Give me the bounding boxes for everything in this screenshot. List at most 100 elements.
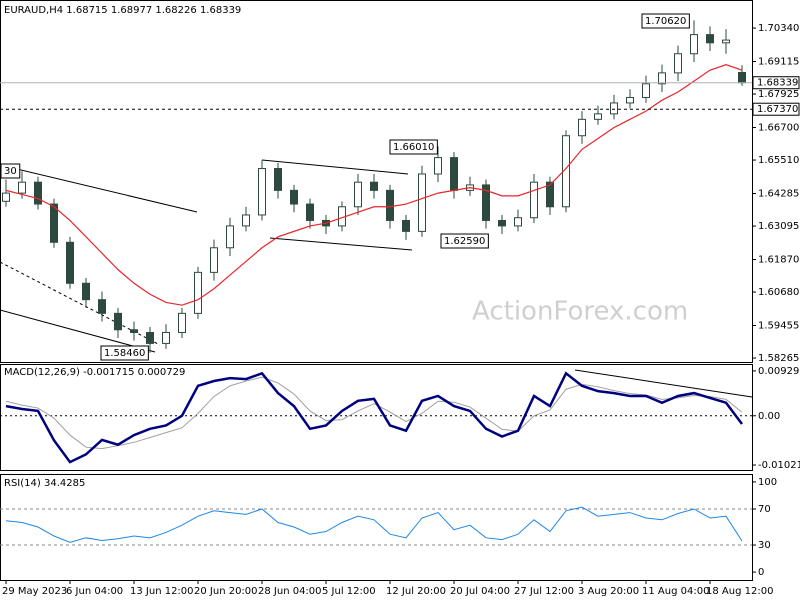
macd-panel <box>0 364 753 471</box>
y-tick-label: 100 <box>758 477 777 488</box>
candle-body <box>2 192 10 202</box>
symbol: EURAUD,H4 <box>4 5 63 16</box>
x-tick-label: 12 Jul 20:00 <box>386 586 446 597</box>
candle-body <box>610 102 618 115</box>
watermark: ActionForex.com <box>472 297 688 327</box>
price-header: EURAUD,H4 1.68715 1.68977 1.68226 1.6833… <box>4 5 241 16</box>
candle-body <box>306 203 314 221</box>
x-tick-label: 18 Aug 12:00 <box>706 586 773 597</box>
candle-body <box>402 219 410 232</box>
annotation-box <box>0 163 21 179</box>
x-tick-label: 6 Jun 04:00 <box>66 586 123 597</box>
price-annotation: 1.62590 <box>444 236 485 247</box>
rsi-header: RSI(14) 34.4285 <box>4 478 85 489</box>
price-panel <box>0 0 753 363</box>
rsi-value: 34.4285 <box>44 478 85 489</box>
x-tick-label: 29 May 2023 <box>2 586 67 597</box>
candle-body <box>674 53 682 74</box>
candle-body <box>626 96 634 104</box>
macd-line <box>5 376 743 450</box>
rsi-title: RSI(14) <box>4 478 41 489</box>
trendline <box>269 237 413 251</box>
candle-body <box>194 271 202 314</box>
level-label: 1.67370 <box>757 104 798 115</box>
price-annotation: 1.58460 <box>104 348 145 359</box>
macd-title: MACD(12,26,9) <box>4 367 80 378</box>
moving-average <box>5 64 743 306</box>
y-tick-label: 1.64285 <box>758 189 799 200</box>
x-tick-label: 20 Jun 20:00 <box>194 586 258 597</box>
candle-body <box>178 312 186 333</box>
candle-body <box>690 34 698 55</box>
signal-value: 0.000729 <box>138 367 186 378</box>
ohlc-low: 1.68226 <box>155 5 196 16</box>
candle-body <box>418 173 426 232</box>
candle-body <box>514 217 522 227</box>
candle-body <box>450 157 458 191</box>
candle-body <box>66 241 74 284</box>
price-label: 1.68339 <box>757 78 798 89</box>
candle-body <box>386 189 394 221</box>
candle-body <box>658 72 666 85</box>
candle-body <box>722 39 730 44</box>
price-annotation: 1.70620 <box>645 16 686 27</box>
trendline <box>0 309 156 353</box>
candle-body <box>546 181 554 208</box>
candle-body <box>18 181 26 194</box>
trendline <box>574 369 753 398</box>
annotation-box <box>389 139 438 155</box>
annotation-box <box>641 13 690 29</box>
candle-body <box>50 203 58 243</box>
ohlc-high: 1.68977 <box>111 5 152 16</box>
x-tick-label: 20 Jul 04:00 <box>450 586 510 597</box>
candle-body <box>258 168 266 216</box>
candle-body <box>162 331 170 344</box>
candle-body <box>242 214 250 227</box>
candle-body <box>226 225 234 249</box>
y-tick-label: 1.70340 <box>758 23 799 34</box>
x-tick-label: 28 Jun 04:00 <box>258 586 322 597</box>
y-tick-label: 30 <box>758 540 771 551</box>
x-tick-label: 5 Jul 12:00 <box>322 586 376 597</box>
x-tick-label: 13 Jun 12:00 <box>130 586 194 597</box>
candle-body <box>98 299 106 314</box>
y-tick-label: 0.00 <box>758 411 780 422</box>
candle-body <box>370 181 378 191</box>
x-tick-label: 11 Aug 04:00 <box>642 586 709 597</box>
candle-body <box>642 83 650 98</box>
candle-body <box>434 157 442 175</box>
level-tag <box>752 102 800 116</box>
y-tick-label: 1.61870 <box>758 255 799 266</box>
candle-body <box>82 282 90 301</box>
y-tick-label: 1.69115 <box>758 57 799 68</box>
ohlc-open: 1.68715 <box>66 5 107 16</box>
annotation-box <box>100 345 149 361</box>
macd-line <box>5 371 743 464</box>
trendline <box>261 159 409 175</box>
annotation-box <box>440 233 489 249</box>
candle-body <box>594 113 602 120</box>
candle-body <box>354 181 362 208</box>
candle-body <box>738 71 746 84</box>
trendline <box>0 164 198 213</box>
candle-body <box>210 247 218 273</box>
candle-body <box>146 331 154 344</box>
price-annotation: 1.66010 <box>393 142 434 153</box>
price-tag <box>752 76 800 90</box>
y-tick-label: 1.67925 <box>758 89 799 100</box>
ohlc-close: 1.68339 <box>200 5 241 16</box>
price-annotation: 30 <box>4 166 17 177</box>
y-tick-label: 1.59455 <box>758 321 799 332</box>
macd-value: -0.001715 <box>83 367 134 378</box>
candle-body <box>578 118 586 137</box>
y-tick-label: 0.009291 <box>758 366 800 377</box>
y-tick-label: 1.60680 <box>758 287 799 298</box>
candle-body <box>482 184 490 221</box>
rsi-panel <box>0 474 753 581</box>
candle-body <box>706 34 714 44</box>
y-tick-label: 1.63095 <box>758 221 799 232</box>
x-tick-label: 27 Jul 12:00 <box>514 586 574 597</box>
macd-header: MACD(12,26,9) -0.001715 0.000729 <box>4 367 185 378</box>
